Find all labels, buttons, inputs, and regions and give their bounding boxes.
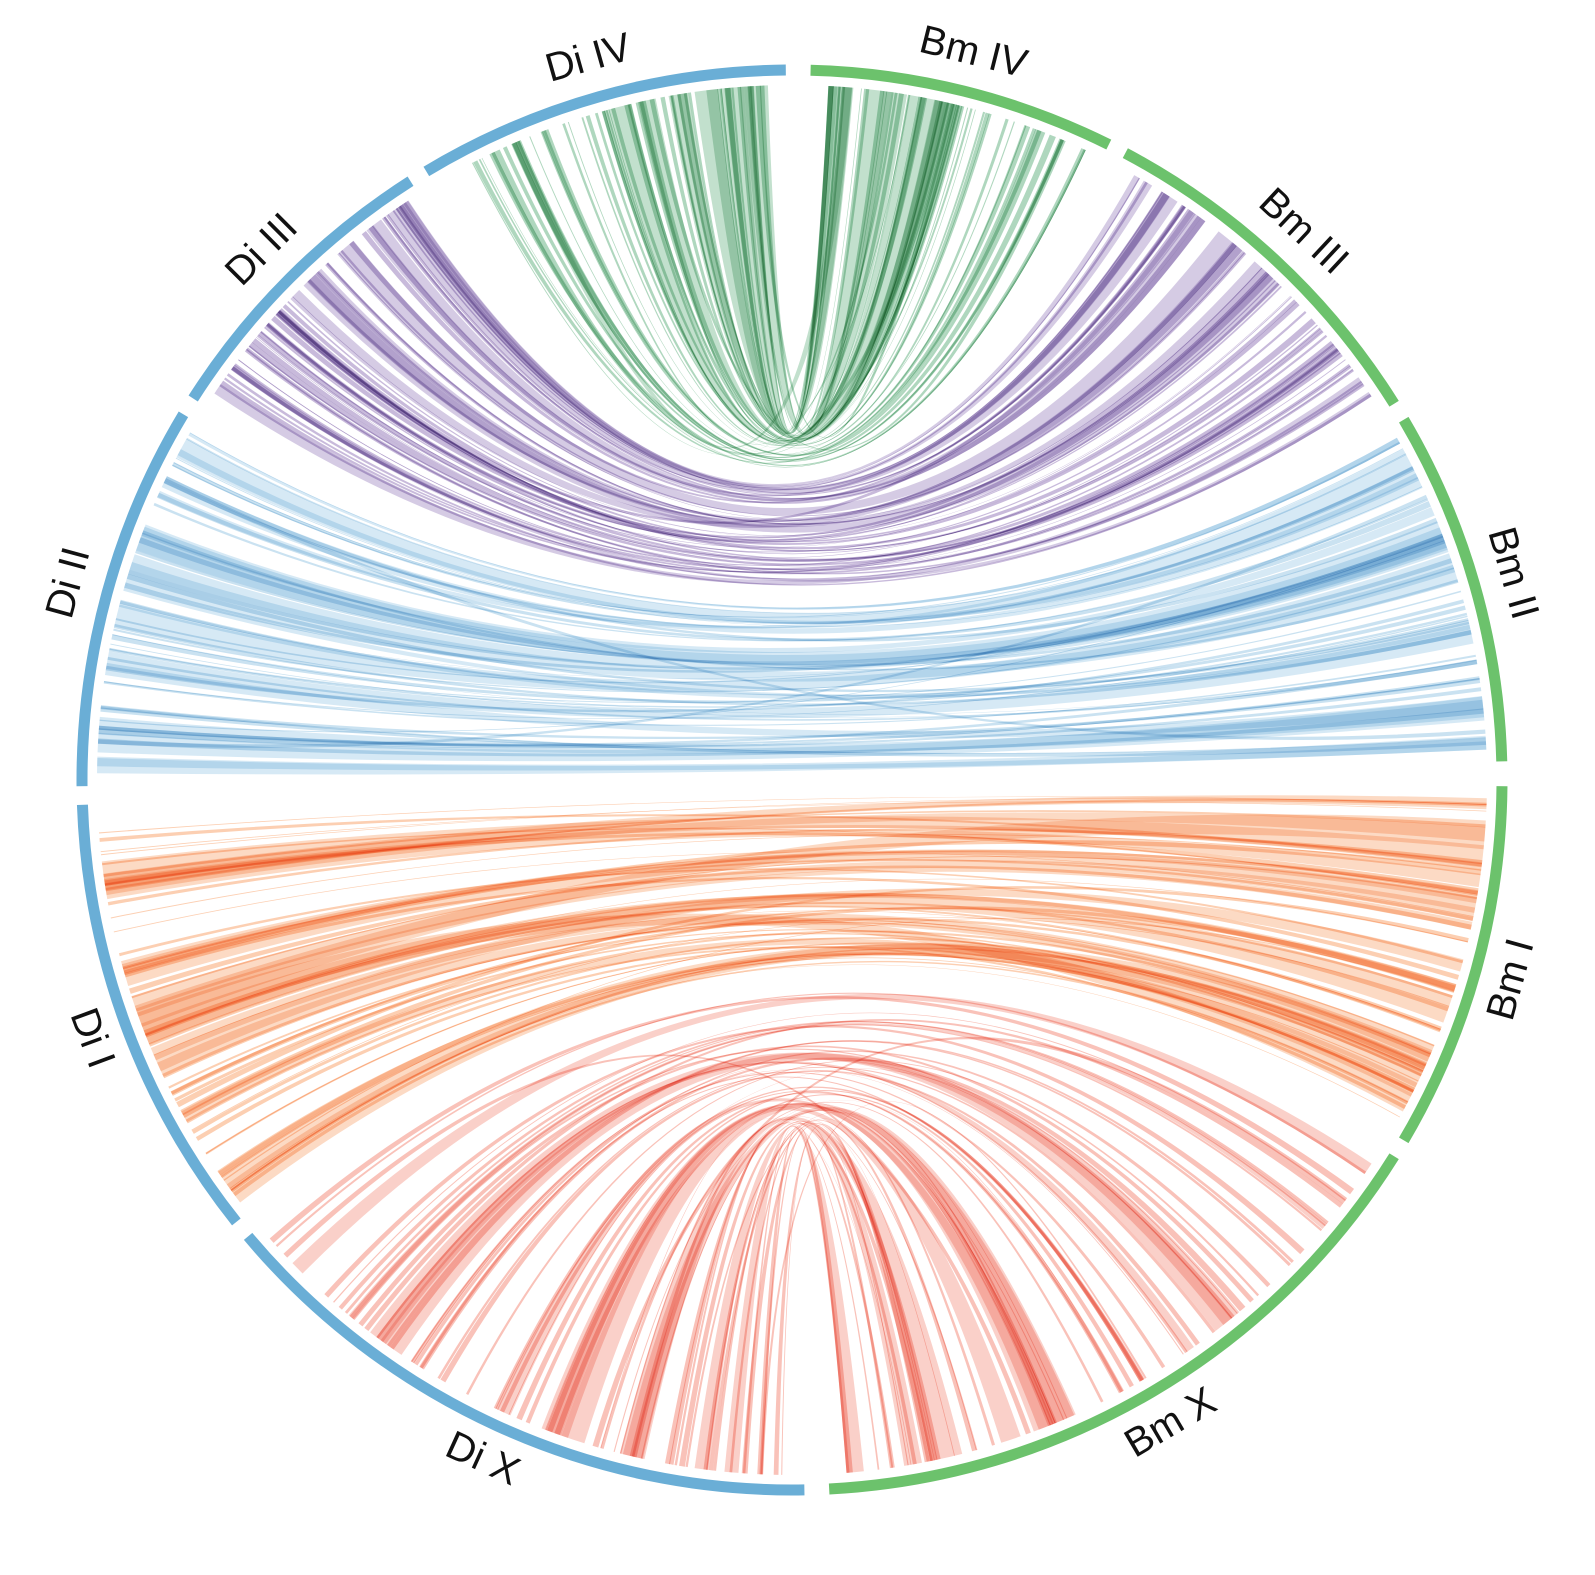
synteny-link-link_III — [290, 242, 1243, 529]
chromosome-label-DiI: Di I — [61, 1002, 123, 1074]
link-group-link_I — [98, 795, 1487, 1203]
synteny-link-link_II — [113, 623, 1472, 706]
chromosome-label-BmIII: Bm III — [1251, 179, 1357, 282]
synteny-link-link_I — [157, 918, 1433, 1077]
synteny-link-link_X — [516, 1092, 1124, 1421]
synteny-link-link_IV — [543, 129, 1042, 456]
chromosome-track-DiI — [76, 804, 241, 1226]
synteny-link-link_III — [275, 301, 1300, 546]
synteny-link-link_III — [399, 175, 1140, 487]
synteny-link-link_X — [390, 1040, 1294, 1350]
synteny-link-link_III — [238, 359, 1346, 570]
synteny-link-link_III — [292, 295, 1291, 539]
synteny-link-link_II — [129, 537, 1449, 671]
synteny-link-link_IV — [720, 88, 862, 435]
synteny-link-link_X — [352, 1048, 1235, 1321]
link-group-link_X — [269, 992, 1372, 1475]
synteny-link-link_IV — [747, 86, 870, 434]
synteny-link-link_III — [303, 272, 1280, 533]
synteny-link-link_IV — [489, 148, 1086, 467]
synteny-link-link_III — [282, 299, 1297, 543]
synteny-link-link_III — [252, 338, 1335, 562]
synteny-link-link_IV — [639, 100, 959, 442]
chromosome-track-DiIV — [423, 64, 786, 177]
synteny-link-link_II — [105, 621, 1474, 719]
synteny-link-link_X — [741, 1123, 938, 1474]
synteny-link-link_II — [97, 735, 1487, 775]
synteny-link-link_I — [141, 894, 1453, 1045]
chromosome-track-BmIII — [1122, 148, 1399, 407]
synteny-link-link_II — [97, 741, 1487, 771]
synteny-link-link_I — [122, 840, 1482, 974]
chromosome-label-BmII: Bm II — [1479, 522, 1547, 624]
synteny-link-link_III — [276, 310, 1316, 550]
synteny-link-link_III — [248, 342, 1343, 566]
synteny-link-link_IV — [694, 88, 908, 437]
synteny-link-link_IV — [724, 85, 834, 434]
chromosome-track-DiII — [76, 411, 189, 787]
chromosome-track-BmX — [828, 1153, 1399, 1495]
synteny-link-link_II — [156, 492, 1431, 642]
synteny-link-link_X — [387, 1040, 1291, 1347]
synteny-link-link_III — [214, 377, 1364, 585]
synteny-link-link_I — [134, 814, 1486, 1027]
chromosome-track-BmIV — [810, 64, 1112, 150]
chromosome-track-BmI — [1399, 786, 1508, 1144]
synteny-link-link_X — [694, 1122, 922, 1471]
synteny-link-link_IV — [749, 85, 834, 434]
chromosome-label-BmX: Bm X — [1117, 1379, 1224, 1467]
chromosome-label-BmIV: Bm IV — [915, 17, 1032, 86]
chromosome-label-DiII: Di II — [37, 543, 98, 623]
synteny-link-link_IV — [605, 97, 949, 444]
synteny-link-link_III — [337, 231, 1237, 516]
synteny-link-link_IV — [541, 130, 1046, 457]
synteny-link-link_III — [372, 213, 1206, 502]
synteny-link-link_I — [104, 832, 1479, 895]
synteny-link-link_X — [619, 1116, 963, 1460]
synteny-link-link_IV — [511, 134, 1056, 461]
chromosome-track-DiX — [243, 1232, 805, 1496]
synteny-link-link_X — [664, 1121, 917, 1465]
synteny-link-link_I — [100, 801, 1487, 853]
synteny-link-link_II — [100, 705, 1487, 757]
chromosome-label-BmI: Bm I — [1478, 934, 1542, 1025]
synteny-link-link_III — [382, 215, 1201, 500]
synteny-link-link_X — [370, 1052, 1233, 1345]
link-group-link_IV — [471, 85, 1086, 468]
synteny-link-link_II — [188, 432, 1401, 610]
synteny-link-link_III — [386, 205, 1186, 496]
synteny-link-link_X — [757, 1126, 853, 1475]
chromosome-label-DiIV: Di IV — [541, 25, 637, 91]
synteny-link-link_X — [358, 1045, 1254, 1327]
synteny-link-link_III — [277, 208, 1195, 524]
synteny-link-link_IV — [637, 98, 952, 442]
synteny-link-link_IV — [677, 94, 911, 438]
synteny-links — [97, 85, 1487, 1475]
link-group-link_III — [214, 175, 1372, 586]
synteny-link-link_X — [561, 1102, 1075, 1444]
chromosome-track-BmII — [1399, 416, 1508, 762]
synteny-link-link_X — [269, 996, 1355, 1243]
synteny-link-link_X — [525, 1090, 1144, 1424]
chromosome-track-DiIII — [188, 176, 414, 402]
synteny-link-link_X — [292, 993, 1372, 1274]
synteny-link-link_III — [387, 191, 1178, 495]
synteny-link-link_I — [124, 877, 1460, 980]
synteny-link-link_IV — [627, 103, 960, 443]
synteny-link-link_III — [325, 262, 1270, 526]
synteny-link-link_X — [376, 1062, 1188, 1354]
synteny-link-link_IV — [478, 149, 1086, 468]
link-group-link_II — [97, 432, 1487, 775]
synteny-link-link_X — [500, 1090, 1123, 1413]
chromosome-tracks — [76, 64, 1508, 1496]
synteny-link-link_X — [419, 1076, 1145, 1382]
